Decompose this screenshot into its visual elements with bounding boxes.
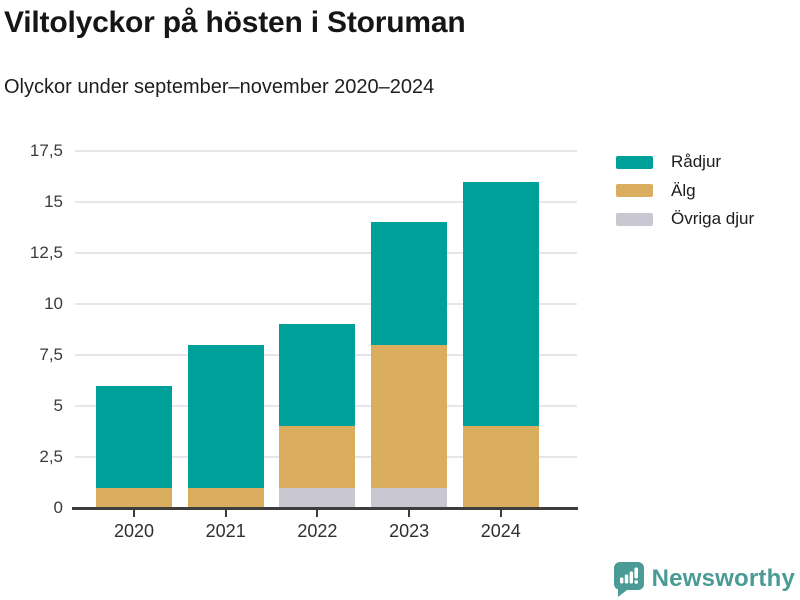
x-axis-tick-mark — [408, 509, 411, 517]
newsworthy-logo-icon — [613, 562, 644, 597]
x-axis-tick-label: 2022 — [297, 521, 338, 541]
x-axis-tick-mark — [224, 509, 227, 517]
y-axis-tick-label: 12,5 — [29, 243, 63, 262]
bar-segment-ovriga-djur-2023[interactable] — [371, 487, 448, 508]
newsworthy-brand-text: Newsworthy — [651, 565, 795, 592]
y-axis-tick-label: 15 — [44, 192, 63, 211]
y-axis-tick-label: 2,5 — [39, 447, 63, 466]
chart-legend: Rådjur Älg Övriga djur — [616, 148, 754, 234]
bar-segment-alg-2021[interactable] — [187, 487, 264, 508]
bar-segment-alg-2022[interactable] — [279, 426, 356, 488]
y-axis-tick-label: 0 — [53, 498, 63, 517]
bar-segment-alg-2024[interactable] — [462, 426, 539, 508]
bar-segment-radjur-2023[interactable] — [371, 222, 448, 345]
legend-label-alg: Älg — [671, 180, 696, 200]
legend-swatch-ovriga-djur — [616, 212, 653, 226]
newsworthy-branding: Newsworthy — [613, 561, 795, 597]
bar-segment-alg-2020[interactable] — [96, 487, 172, 508]
x-axis-tick-label: 2020 — [113, 521, 155, 541]
legend-swatch-radjur — [616, 155, 653, 169]
x-axis-tick-label: 2023 — [389, 521, 430, 541]
x-axis-tick-label: 2024 — [480, 521, 521, 541]
gridline — [75, 303, 577, 305]
x-axis-tick-mark — [316, 509, 319, 517]
bar-segment-ovriga-djur-2022[interactable] — [279, 487, 356, 508]
legend-item-ovriga-djur[interactable]: Övriga djur — [616, 205, 754, 234]
bar-segment-radjur-2024[interactable] — [462, 181, 539, 427]
bar-segment-radjur-2020[interactable] — [96, 385, 172, 488]
gridline — [75, 252, 577, 254]
y-axis-tick-label: 7,5 — [39, 345, 63, 364]
legend-item-radjur[interactable]: Rådjur — [616, 148, 754, 177]
bar-segment-alg-2023[interactable] — [371, 344, 448, 488]
y-axis-tick-label: 17,5 — [29, 141, 63, 160]
gridline — [75, 201, 577, 203]
x-axis-tick-label: 2021 — [205, 521, 246, 541]
legend-item-alg[interactable]: Älg — [616, 177, 754, 206]
y-axis-tick-label: 5 — [53, 396, 63, 415]
legend-label-radjur: Rådjur — [671, 152, 722, 172]
x-axis-tick-mark — [499, 509, 502, 517]
gridline — [75, 150, 577, 152]
legend-label-ovriga-djur: Övriga djur — [671, 209, 755, 229]
bar-segment-radjur-2022[interactable] — [279, 324, 356, 427]
bar-segment-radjur-2021[interactable] — [187, 344, 264, 488]
chart-subtitle: Olyckor under september–november 2020–20… — [4, 76, 435, 98]
legend-swatch-alg — [616, 184, 653, 198]
x-axis-tick-mark — [133, 509, 135, 517]
chart-title: Viltolyckor på hösten i Storuman — [4, 6, 466, 39]
x-axis-line — [72, 507, 578, 510]
y-axis-tick-label: 10 — [44, 294, 63, 313]
